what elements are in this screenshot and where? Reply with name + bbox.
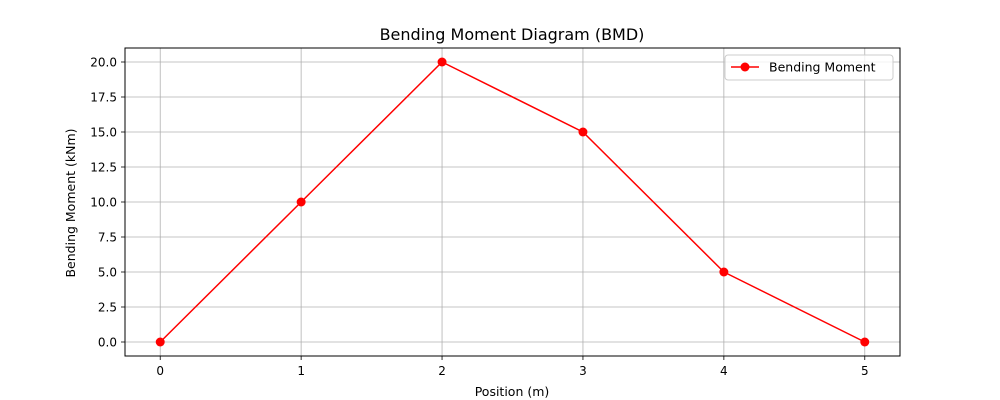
- data-point: [155, 337, 165, 347]
- legend: Bending Moment: [724, 54, 894, 81]
- data-point: [296, 197, 306, 207]
- series-line: [159, 61, 866, 343]
- chart-title: Bending Moment Diagram (BMD): [380, 25, 645, 44]
- x-axis-ticks: 0 1 2 3 4 5: [156, 356, 869, 378]
- series-layer: [155, 57, 870, 347]
- legend-label: Bending Moment: [769, 60, 876, 75]
- x-tick-label: 3: [579, 364, 587, 378]
- legend-marker-swatch: [740, 62, 750, 72]
- data-point: [860, 337, 870, 347]
- y-axis-ticks: 0.0 2.5 5.0 7.5 10.0 12.5 15.0 17.5 20.0: [90, 56, 125, 350]
- y-tick-label: 10.0: [90, 196, 117, 210]
- x-axis-label: Position (m): [475, 384, 550, 399]
- y-tick-label: 7.5: [98, 231, 117, 245]
- y-tick-label: 20.0: [90, 56, 117, 70]
- x-tick-label: 1: [297, 364, 305, 378]
- x-tick-label: 5: [861, 364, 869, 378]
- x-tick-label: 2: [438, 364, 446, 378]
- data-point: [437, 57, 447, 67]
- y-tick-label: 17.5: [90, 91, 117, 105]
- x-tick-label: 4: [720, 364, 728, 378]
- data-point: [719, 267, 729, 277]
- y-tick-label: 0.0: [98, 336, 117, 350]
- grid: [125, 48, 900, 356]
- x-tick-label: 0: [156, 364, 164, 378]
- y-tick-label: 5.0: [98, 266, 117, 280]
- legend-box: [724, 54, 894, 81]
- y-tick-label: 12.5: [90, 161, 117, 175]
- y-tick-label: 2.5: [98, 301, 117, 315]
- y-axis-label: Bending Moment (kNm): [63, 128, 78, 277]
- data-point: [578, 127, 588, 137]
- y-tick-label: 15.0: [90, 126, 117, 140]
